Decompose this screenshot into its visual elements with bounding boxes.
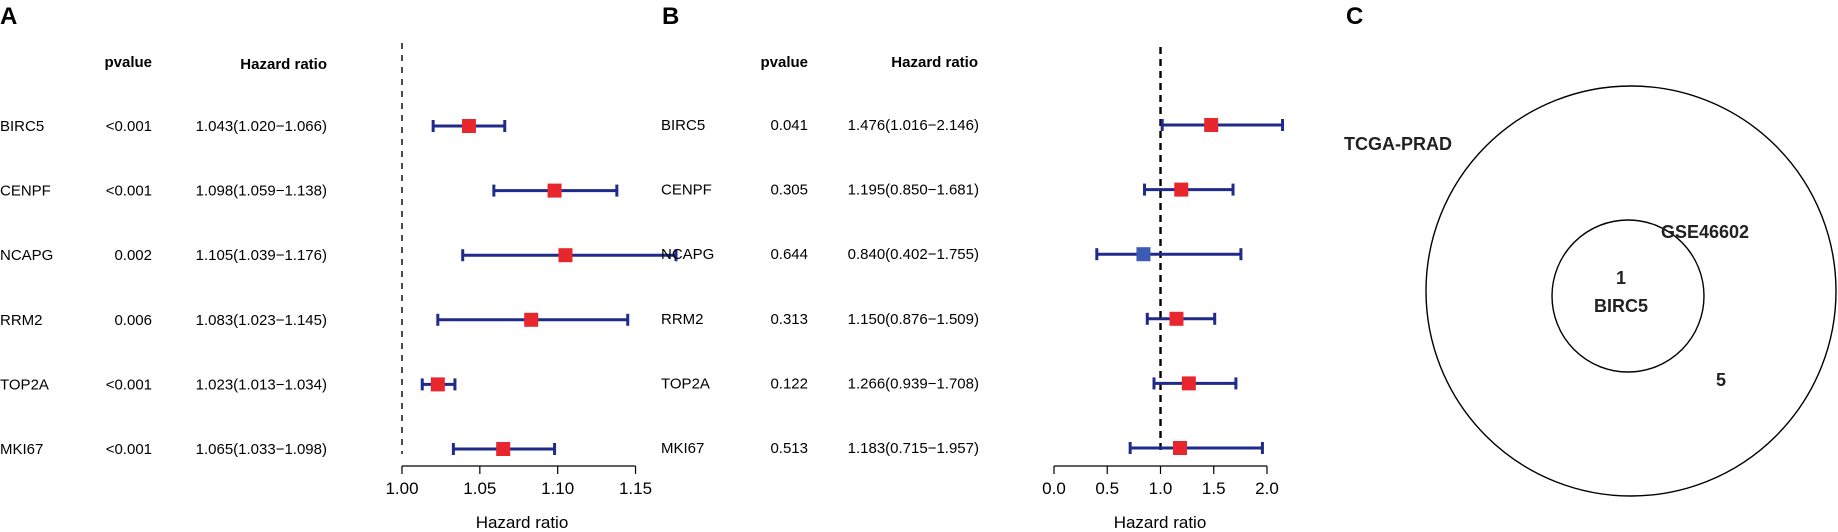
pvalue-cell-b: 0.513	[770, 440, 808, 457]
venn-inner-label: GSE46602	[1661, 222, 1749, 242]
hr-cell-a: 1.083(1.023−1.145)	[196, 312, 327, 329]
hr-cell-a: 1.098(1.059−1.138)	[196, 183, 327, 200]
pvalue-cell-a: 0.002	[114, 247, 152, 264]
hr-point-a	[496, 442, 511, 456]
gene-label-a: TOP2A	[0, 376, 49, 393]
hr-point-a	[547, 183, 562, 198]
gene-label-b: CENPF	[661, 182, 712, 199]
hr-header-b: Hazard ratio	[891, 54, 978, 71]
gene-label-a: CENPF	[0, 183, 51, 200]
hr-cell-b: 1.266(0.939−1.708)	[848, 375, 979, 392]
pvalue-cell-b: 0.122	[770, 375, 808, 392]
venn-outer-circle	[1425, 85, 1837, 497]
x-tick-label-b: 0.0	[1042, 479, 1066, 498]
forest-plot-a: A pvalue Hazard ratio BIRC5 <0.001 1.043(1…	[0, 3, 678, 532]
hr-cell-b: 1.183(0.715−1.957)	[848, 440, 979, 457]
pvalue-cell-b: 0.305	[770, 182, 808, 199]
venn-diagram: C TCGA-PRAD GSE46602 1 BIRC5 5	[1344, 3, 1837, 497]
venn-intersection-count: 1	[1616, 268, 1626, 288]
pvalue-header-a: pvalue	[104, 54, 152, 71]
pvalue-cell-a: <0.001	[106, 376, 152, 393]
pvalue-header-b: pvalue	[760, 54, 808, 71]
hr-point-b	[1169, 311, 1184, 326]
hr-cell-b: 1.150(0.876−1.509)	[848, 311, 979, 328]
hr-point-b	[1136, 247, 1151, 262]
gene-label-a: BIRC5	[0, 118, 44, 135]
pvalue-cell-b: 0.313	[770, 311, 808, 328]
x-tick-label-b: 2.0	[1255, 479, 1279, 498]
x-tick-label-a: 1.10	[541, 479, 574, 498]
pvalue-cell-b: 0.041	[770, 117, 808, 134]
hr-point-b	[1172, 441, 1187, 455]
venn-outer-label: TCGA-PRAD	[1344, 134, 1452, 154]
hr-point-a	[461, 119, 476, 133]
hr-point-a	[430, 377, 445, 392]
gene-label-b: BIRC5	[661, 117, 705, 134]
x-tick-label-b: 1.0	[1149, 479, 1173, 498]
gene-label-b: RRM2	[661, 311, 704, 328]
hr-cell-b: 0.840(0.402−1.755)	[848, 246, 979, 263]
x-tick-label-b: 0.5	[1095, 479, 1119, 498]
panel-letter-c: C	[1346, 3, 1363, 30]
hr-cell-a: 1.065(1.033−1.098)	[196, 441, 327, 458]
venn-inner-circle	[1551, 219, 1705, 373]
hr-point-b	[1181, 376, 1196, 391]
hr-header-a: Hazard ratio	[240, 56, 327, 73]
x-axis-label-a: Hazard ratio	[476, 513, 569, 532]
panel-letter-a: A	[0, 3, 17, 30]
hr-cell-a: 1.023(1.013−1.034)	[196, 376, 327, 393]
x-axis-label-b: Hazard ratio	[1114, 513, 1207, 532]
venn-outer-only-count: 5	[1716, 370, 1726, 390]
pvalue-cell-b: 0.644	[770, 246, 808, 263]
x-tick-label-a: 1.00	[385, 479, 418, 498]
gene-label-b: TOP2A	[661, 375, 710, 392]
pvalue-cell-a: <0.001	[106, 441, 152, 458]
x-tick-label-b: 1.5	[1202, 479, 1226, 498]
hr-point-a	[558, 248, 573, 263]
gene-label-a: NCAPG	[0, 247, 53, 264]
hr-cell-a: 1.105(1.039−1.176)	[196, 247, 327, 264]
venn-intersection-gene: BIRC5	[1594, 296, 1648, 316]
hr-cell-b: 1.476(1.016−2.146)	[848, 117, 979, 134]
pvalue-cell-a: 0.006	[114, 312, 152, 329]
gene-label-b: MKI67	[661, 440, 704, 457]
hr-point-b	[1174, 182, 1189, 197]
x-tick-label-a: 1.05	[463, 479, 496, 498]
gene-label-a: RRM2	[0, 312, 43, 329]
hr-point-b	[1204, 118, 1219, 132]
pvalue-cell-a: <0.001	[106, 183, 152, 200]
gene-label-a: MKI67	[0, 441, 43, 458]
hr-cell-b: 1.195(0.850−1.681)	[848, 182, 979, 199]
panel-letter-b: B	[662, 3, 679, 30]
x-tick-label-a: 1.15	[619, 479, 652, 498]
forest-plot-b: B pvalue Hazard ratio BIRC5 0.041 1.476(1.…	[661, 3, 1285, 532]
hr-cell-a: 1.043(1.020−1.066)	[196, 118, 327, 135]
gene-label-b: NCAPG	[661, 246, 714, 263]
pvalue-cell-a: <0.001	[106, 118, 152, 135]
hr-point-a	[524, 312, 539, 327]
